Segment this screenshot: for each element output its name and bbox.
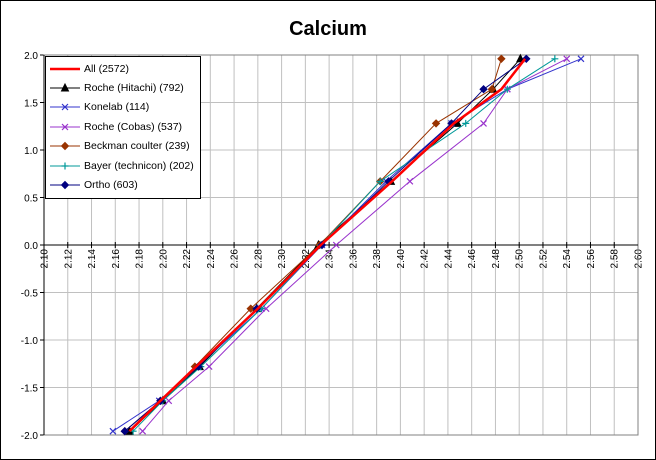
legend-label: Ortho (603) <box>84 179 138 192</box>
x-tick-label: 2.26 <box>230 249 241 269</box>
y-tick-label: 2.0 <box>24 51 38 62</box>
y-tick-label: 0.0 <box>24 241 38 252</box>
legend-swatch-marker <box>60 82 70 92</box>
data-point <box>577 55 585 63</box>
x-tick-label: 2.24 <box>206 249 217 269</box>
data-point <box>376 177 384 185</box>
legend-swatch <box>50 67 80 70</box>
x-tick-label: 2.42 <box>420 249 431 269</box>
legend-swatch-marker <box>61 162 69 170</box>
x-tick-label: 2.28 <box>253 249 264 269</box>
x-tick-label: 2.40 <box>396 249 407 269</box>
series-line <box>128 58 527 433</box>
x-tick-label: 2.36 <box>348 249 359 269</box>
y-tick-label: 0.5 <box>24 194 38 205</box>
legend: All (2572) Roche (Hitachi) (792) Konelab (… <box>45 56 201 199</box>
legend-item: All (2572) <box>46 59 200 78</box>
legend-item: Beckman coulter (239) <box>46 137 200 156</box>
x-tick-label: 2.34 <box>325 249 336 269</box>
data-point <box>109 427 117 435</box>
x-tick-label: 2.48 <box>491 249 502 269</box>
legend-item: Bayer (technicon) (202) <box>46 156 200 175</box>
legend-label: Beckman coulter (239) <box>84 140 190 153</box>
x-tick-label: 2.22 <box>182 249 193 269</box>
x-tick-label: 2.12 <box>63 249 74 269</box>
data-point <box>516 53 525 63</box>
legend-item: Roche (Hitachi) (792) <box>46 78 200 97</box>
legend-item: Roche (Cobas) (537) <box>46 117 200 136</box>
legend-swatch <box>50 123 80 131</box>
data-point <box>332 241 340 249</box>
x-tick-label: 2.38 <box>372 249 383 269</box>
series-1 <box>128 58 527 433</box>
legend-item: Konelab (114) <box>46 98 200 117</box>
x-tick-label: 2.58 <box>610 249 621 269</box>
legend-swatch <box>50 104 80 111</box>
y-tick-label: -0.5 <box>21 289 39 300</box>
x-tick-label: 2.14 <box>87 249 98 269</box>
legend-item: Ortho (603) <box>46 175 200 194</box>
data-point <box>406 177 414 185</box>
data-point <box>551 55 559 63</box>
legend-swatch <box>50 82 80 92</box>
legend-label: Roche (Cobas) (537) <box>84 120 183 133</box>
data-point <box>139 427 147 435</box>
legend-label: All (2572) <box>84 62 129 75</box>
x-tick-label: 2.30 <box>277 249 288 269</box>
x-tick-label: 2.52 <box>538 249 549 269</box>
series-4 <box>139 55 571 435</box>
data-point <box>563 55 571 63</box>
x-tick-label: 2.16 <box>111 249 122 269</box>
legend-swatch-marker <box>61 123 69 131</box>
legend-swatch <box>50 142 80 151</box>
data-point <box>497 54 506 64</box>
legend-label: Bayer (technicon) (202) <box>84 159 194 172</box>
data-point <box>479 84 488 94</box>
legend-swatch-marker <box>60 180 70 190</box>
y-tick-label: -2.0 <box>21 431 39 442</box>
data-point <box>205 363 213 371</box>
y-tick-label: 1.5 <box>24 99 38 110</box>
legend-swatch-marker <box>61 104 69 111</box>
x-tick-label: 2.44 <box>443 249 454 269</box>
legend-swatch-marker <box>60 142 70 151</box>
x-tick-label: 2.56 <box>586 249 597 269</box>
x-tick-label: 2.10 <box>40 249 51 269</box>
y-tick-label: -1.0 <box>21 336 39 347</box>
x-tick-label: 2.20 <box>158 249 169 269</box>
data-point <box>487 84 497 94</box>
data-point <box>262 305 270 313</box>
x-tick-label: 2.60 <box>634 249 645 269</box>
chart-title: Calcium <box>289 18 367 40</box>
x-tick-label: 2.50 <box>515 249 526 269</box>
data-point <box>431 119 441 128</box>
data-point <box>120 426 129 436</box>
x-tick-label: 2.54 <box>562 249 573 269</box>
y-tick-label: -1.5 <box>21 384 39 395</box>
legend-swatch <box>50 180 80 190</box>
data-point <box>480 119 487 127</box>
legend-swatch <box>50 162 80 170</box>
data-point <box>462 119 470 127</box>
y-tick-label: 1.0 <box>24 146 38 157</box>
x-tick-label: 2.18 <box>135 249 146 269</box>
x-tick-label: 2.46 <box>467 249 478 269</box>
data-point <box>503 85 511 93</box>
data-point <box>246 304 255 313</box>
legend-label: Konelab (114) <box>84 101 150 114</box>
data-point <box>165 397 173 405</box>
legend-label: Roche (Hitachi) (792) <box>84 82 184 95</box>
